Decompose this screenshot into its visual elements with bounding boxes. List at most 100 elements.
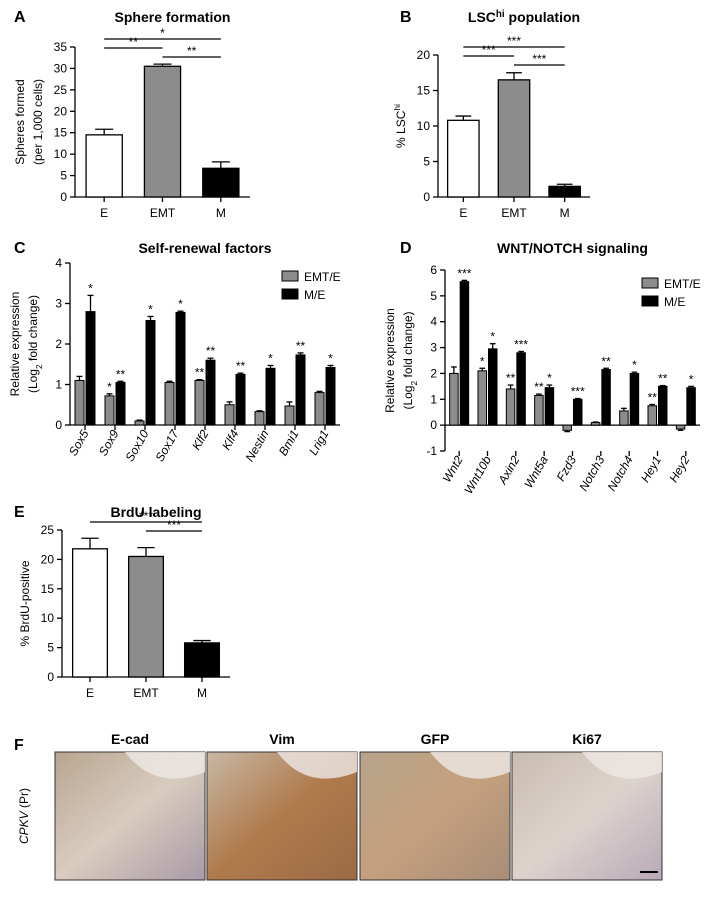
bar <box>175 311 186 426</box>
y-tick-label: 5 <box>430 289 437 303</box>
y-tick-label: 0 <box>55 418 62 432</box>
star-label: * <box>480 354 485 368</box>
x-tick-label: Fzd3 <box>554 453 580 483</box>
bar <box>85 311 96 426</box>
y-axis-label: Spheres formed <box>13 79 27 164</box>
bar <box>446 119 480 198</box>
x-tick-label: Lrig1 <box>306 428 331 458</box>
column-label: Ki67 <box>572 731 602 747</box>
star-label: ** <box>658 372 668 386</box>
star-label: * <box>178 297 183 311</box>
bar <box>235 373 246 426</box>
bar <box>314 392 325 426</box>
text-part: (Log <box>26 369 40 393</box>
x-tick-label: Sox9 <box>96 427 122 458</box>
y-axis-label: % LSChi <box>392 104 408 148</box>
y-tick-label: 20 <box>417 48 431 62</box>
legend-label: EMT/E <box>304 270 341 284</box>
panel-letter: F <box>14 737 24 754</box>
y-tick-label: 10 <box>417 119 431 133</box>
star-label: *** <box>514 337 528 351</box>
text-part: CPKV <box>17 810 31 844</box>
chart-title: Self-renewal factors <box>138 240 271 256</box>
y-tick-label: 5 <box>47 641 54 655</box>
panel-letter: E <box>14 504 25 521</box>
y-tick-label: 5 <box>423 155 430 169</box>
star-label: *** <box>571 385 585 399</box>
bar <box>590 422 601 426</box>
bar <box>265 367 276 426</box>
significance-label: *** <box>507 34 521 48</box>
bar <box>85 134 123 198</box>
y-tick-label: 30 <box>54 61 68 75</box>
bar <box>134 420 145 426</box>
bar <box>205 359 216 426</box>
bar <box>115 381 126 426</box>
y-tick-label: 3 <box>55 297 62 311</box>
significance-label: *** <box>139 509 153 523</box>
y-tick-label: 15 <box>54 126 68 140</box>
y-tick-label: 0 <box>60 190 67 204</box>
bar <box>325 366 336 426</box>
star-label: * <box>547 371 552 385</box>
y-axis-label: (Log2 fold change) <box>26 295 44 393</box>
chart-title: WNT/NOTCH signaling <box>497 240 648 256</box>
bar <box>295 354 306 426</box>
significance-label: *** <box>532 52 546 66</box>
star-label: ** <box>534 380 544 394</box>
y-tick-label: 6 <box>430 263 437 277</box>
bar <box>658 385 668 426</box>
x-tick-label: Sox10 <box>122 427 151 464</box>
y-tick-label: 25 <box>41 523 55 537</box>
x-tick-label: Sox17 <box>152 426 182 464</box>
y-tick-label: 3 <box>430 341 437 355</box>
significance-label: ** <box>129 35 139 49</box>
x-tick-label: M <box>197 686 207 700</box>
text-part: hi <box>496 9 505 20</box>
significance-label: *** <box>482 43 496 57</box>
chart-title: LSChi population <box>468 9 580 26</box>
column-label: GFP <box>421 731 450 747</box>
legend-swatch <box>641 277 659 289</box>
legend-swatch <box>281 270 299 282</box>
legend-label: M/E <box>304 288 325 302</box>
star-label: * <box>328 351 333 365</box>
bar <box>477 370 487 426</box>
text-part: population <box>505 9 580 25</box>
bar <box>505 388 516 426</box>
x-tick-label: E <box>100 206 108 220</box>
star-label: * <box>268 351 273 365</box>
bar <box>647 405 657 426</box>
text-part: fold change) <box>26 295 40 364</box>
bar <box>254 411 265 426</box>
y-tick-label: 1 <box>430 392 437 406</box>
y-tick-label: 25 <box>54 83 68 97</box>
star-label: * <box>107 380 112 394</box>
x-tick-label: M <box>560 206 570 220</box>
bar <box>164 381 175 426</box>
y-tick-label: -1 <box>426 444 437 458</box>
star-label: ** <box>648 390 658 404</box>
x-tick-label: Notch4 <box>605 453 636 493</box>
x-tick-label: Wnt10b <box>461 453 494 496</box>
legend-label: EMT/E <box>664 277 701 291</box>
chart-title: BrdU labeling <box>110 504 201 520</box>
y-tick-label: 20 <box>41 552 55 566</box>
x-tick-label: Wnt2 <box>440 453 466 485</box>
tissue-lumen <box>582 752 662 779</box>
bar <box>74 379 85 426</box>
bar <box>544 387 555 426</box>
x-tick-label: Hey1 <box>638 454 664 485</box>
x-tick-label: Notch3 <box>576 453 607 493</box>
bar <box>601 369 611 426</box>
text-part: (Log <box>401 386 415 410</box>
bar <box>619 410 629 426</box>
y-axis-label: Relative expression <box>8 292 22 397</box>
legend-swatch <box>641 295 659 307</box>
tissue-lumen <box>277 752 357 779</box>
bar <box>675 424 686 430</box>
x-tick-label: Klf4 <box>219 427 242 452</box>
significance-label: * <box>160 26 165 40</box>
x-tick-label: Sox5 <box>66 427 92 458</box>
